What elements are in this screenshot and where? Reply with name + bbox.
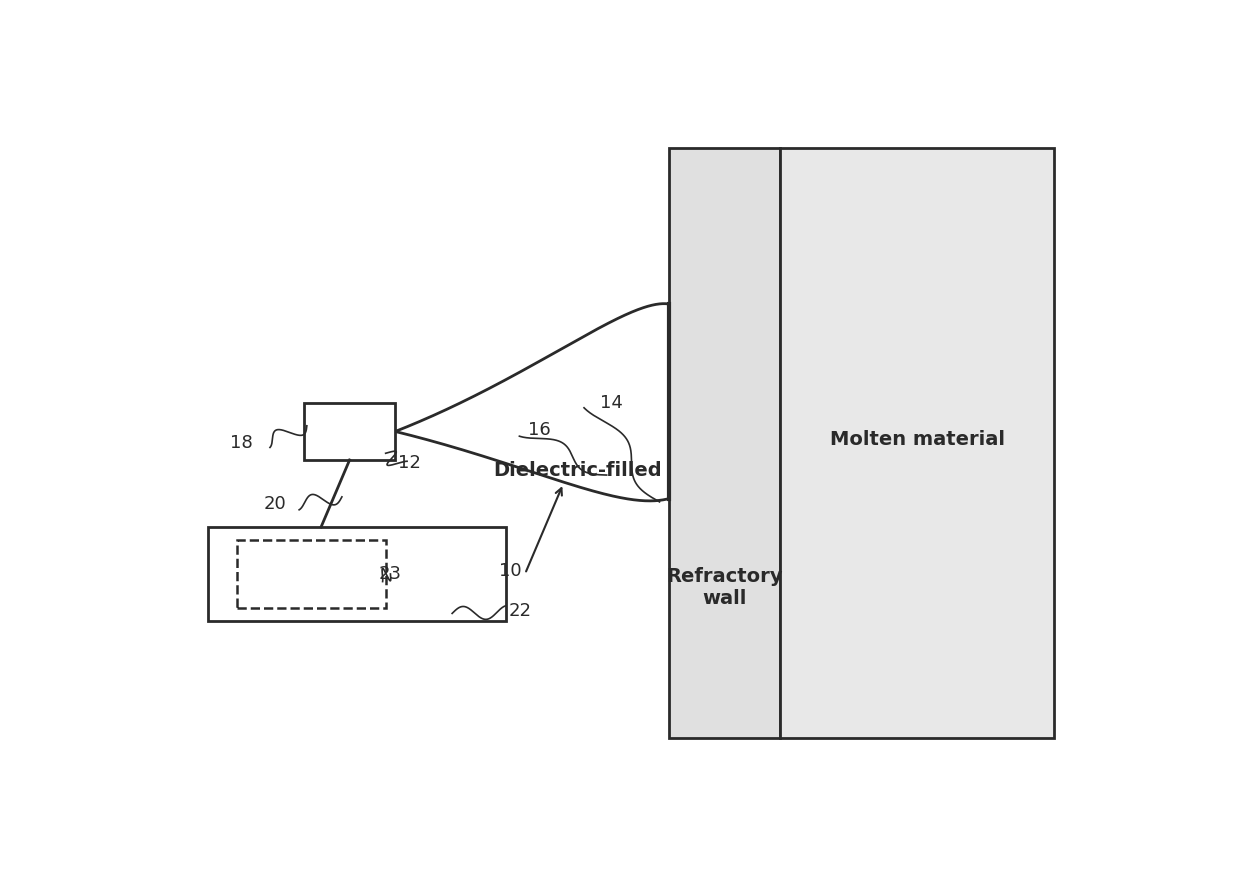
Bar (237, 540, 386, 608)
Text: Molten material: Molten material (830, 430, 1004, 449)
Text: 10: 10 (500, 562, 522, 579)
Bar (670, 148, 780, 739)
Text: Dielectric-filled: Dielectric-filled (494, 461, 662, 480)
Text: 18: 18 (231, 435, 253, 452)
Bar (670, 148, 780, 739)
Bar (780, 148, 1054, 739)
Text: Refractory
wall: Refractory wall (667, 567, 784, 608)
Bar (208, 527, 506, 621)
Text: 20: 20 (264, 495, 286, 512)
Bar (304, 403, 396, 460)
Text: 23: 23 (379, 565, 402, 583)
Text: 22: 22 (508, 602, 532, 620)
Bar (780, 148, 1054, 739)
Text: 12: 12 (398, 455, 422, 472)
Text: 14: 14 (600, 394, 622, 412)
Text: 16: 16 (528, 421, 551, 439)
